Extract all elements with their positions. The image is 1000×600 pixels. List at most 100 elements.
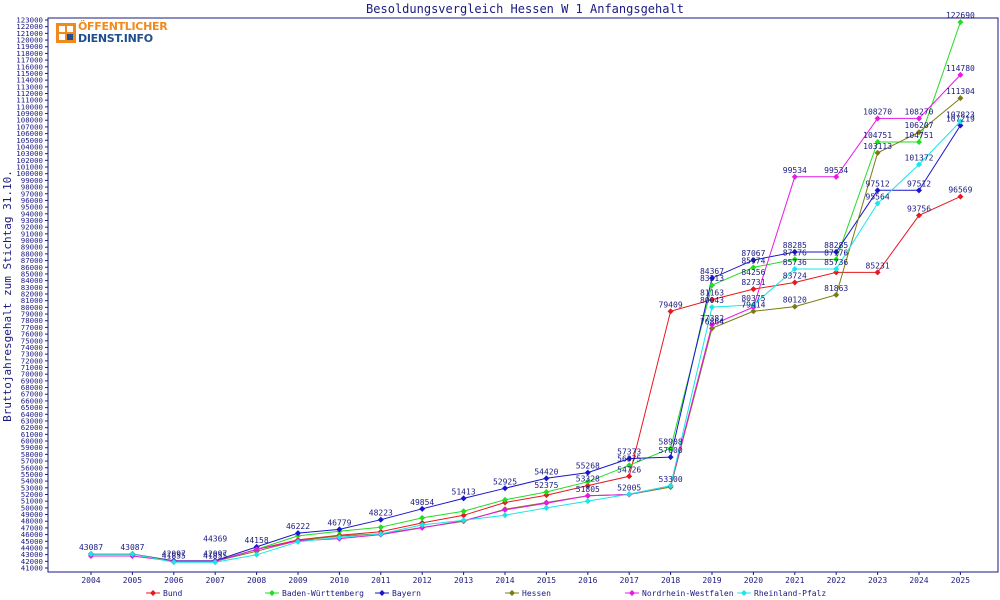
y-axis-label: Bruttojahresgehalt zum Stichtag 31.10. [1,170,14,422]
data-point-bayern [543,475,550,482]
data-label: 43087 [120,543,144,552]
data-point-hessen [750,308,757,315]
y-tick-label: 56000 [21,463,43,472]
x-tick-label: 2016 [578,576,597,585]
data-point-bund [460,512,467,519]
data-label: 54726 [617,465,641,474]
data-point-nordrhein-westfalen [709,321,715,328]
data-label: 76864 [700,317,724,326]
x-tick-label: 2006 [164,576,183,585]
y-tick-label: 68000 [21,383,43,392]
data-label: 53328 [576,475,600,484]
data-point-rheinland-pfalz [957,118,964,125]
data-point-bund [957,193,964,200]
y-tick-label: 111000 [16,96,43,105]
y-tick-label: 59000 [21,443,43,452]
legend-marker [509,590,515,596]
data-label: 108270 [905,107,934,116]
y-tick-label: 96000 [21,196,43,205]
y-axis: 4100042000430004400045000460004700048000… [16,16,48,573]
data-label: 81863 [824,284,848,293]
data-point-hessen [709,325,715,332]
y-tick-label: 95000 [21,203,43,212]
data-point-baden-w-rttemberg [377,524,384,531]
y-tick-label: 118000 [16,49,43,58]
data-label: 85736 [783,258,807,267]
data-point-rheinland-pfalz [791,266,798,273]
y-tick-label: 115000 [16,69,43,78]
y-tick-label: 54000 [21,477,43,486]
data-point-nordrhein-westfalen [833,173,840,180]
y-tick-label: 65000 [21,403,43,412]
data-point-bayern [419,505,426,512]
data-point-rheinland-pfalz [88,551,94,558]
y-tick-label: 49000 [21,510,43,519]
data-label: 87176 [783,248,807,257]
data-point-bund [750,286,757,293]
y-tick-label: 85000 [21,269,43,278]
y-tick-label: 114000 [16,76,43,85]
x-tick-label: 2023 [868,576,887,585]
data-point-bund [584,482,591,489]
y-tick-label: 47000 [21,523,43,532]
y-tick-label: 103000 [16,149,43,158]
data-label: 106207 [905,121,934,130]
y-tick-label: 61000 [21,430,43,439]
legend-item: Bayern [375,589,421,598]
y-tick-label: 113000 [16,82,43,91]
data-point-nordrhein-westfalen [874,115,881,122]
data-point-baden-w-rttemberg [957,19,964,26]
y-tick-label: 88000 [21,249,43,258]
series-line-hessen [91,97,961,562]
data-label: 114780 [946,64,975,73]
data-label: 88285 [824,241,848,250]
y-tick-label: 112000 [16,89,43,98]
legend-marker [150,590,156,596]
y-tick-label: 92000 [21,223,43,232]
data-label: 85974 [741,256,765,265]
x-tick-label: 2005 [123,576,142,585]
data-label: 52925 [493,477,517,486]
data-label: 56375 [617,454,641,463]
y-tick-label: 44000 [21,543,43,552]
y-tick-label: 106000 [16,129,43,138]
y-tick-label: 83000 [21,283,43,292]
x-tick-label: 2018 [661,576,680,585]
data-point-baden-w-rttemberg [667,445,674,452]
data-label: 93756 [907,204,931,213]
y-tick-label: 87000 [21,256,43,265]
data-label: 85736 [824,258,848,267]
data-label: 77382 [700,314,724,323]
y-tick-label: 58000 [21,450,43,459]
data-point-rheinland-pfalz [502,512,508,519]
data-label: 58908 [659,437,683,446]
data-point-bayern [377,516,384,523]
data-label: 87067 [741,249,765,258]
data-label: 97512 [866,179,890,188]
data-point-rheinland-pfalz [253,551,260,558]
data-label: 79414 [741,300,765,309]
data-point-bayern [336,526,343,533]
data-label: 104751 [863,131,892,140]
y-tick-label: 71000 [21,363,43,372]
data-point-rheinland-pfalz [874,200,881,207]
y-tick-label: 93000 [21,216,43,225]
legend-label: Baden-Württemberg [282,589,364,598]
y-tick-label: 77000 [21,323,43,332]
legend-marker [379,590,385,596]
data-point-rheinland-pfalz [667,482,674,489]
y-tick-label: 64000 [21,410,43,419]
x-tick-label: 2020 [744,576,763,585]
legend: Bund Baden-Württemberg Bayern Hessen Nordrhe… [146,589,826,598]
data-label: 42097 [162,550,186,559]
y-tick-label: 81000 [21,296,43,305]
y-tick-label: 121000 [16,29,43,38]
data-point-rheinland-pfalz [460,517,467,524]
legend-marker [629,590,635,596]
data-point-bund [874,269,881,276]
chart-title: Besoldungsvergleich Hessen W 1 Anfangsge… [366,2,684,16]
data-label: 101372 [905,154,934,163]
y-tick-label: 75000 [21,336,43,345]
data-label: 107219 [946,114,975,123]
y-tick-label: 45000 [21,537,43,546]
